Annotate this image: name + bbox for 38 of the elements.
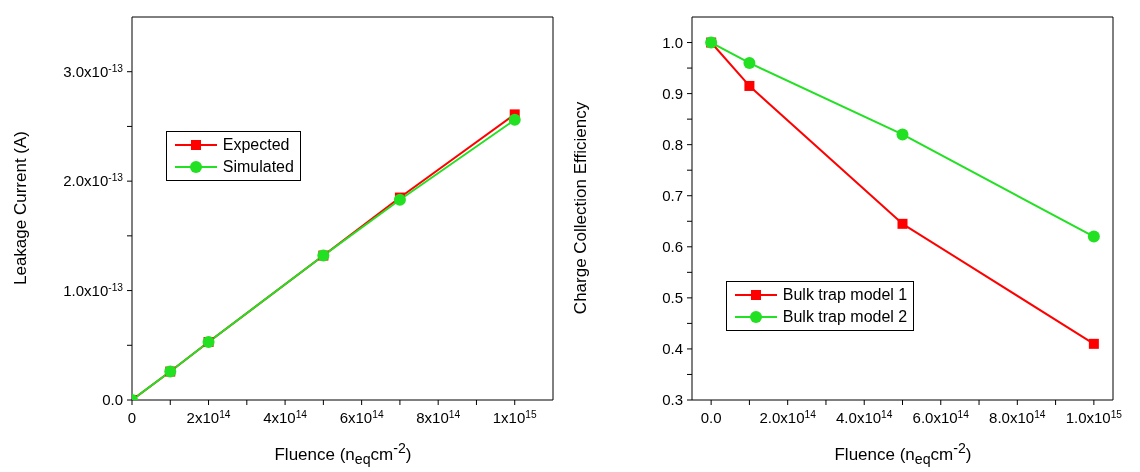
y-tick-label: 1.0x10$^{-13}$ [63, 281, 124, 299]
point [1088, 338, 1099, 349]
y-tick-label: 3.0x10$^{-13}$ [63, 62, 124, 80]
x-tick-label: 8x10$^{14}$ [416, 408, 461, 426]
x-axis-title: Fluence (n$_{eq}$cm$^{-2}$) [273, 440, 413, 468]
y-axis-title: Charge Collection Efficiency [571, 101, 591, 315]
y-tick-label: 0.8 [662, 135, 683, 153]
point [897, 218, 908, 229]
y-tick-label: 0.6 [662, 237, 683, 255]
legend-label: Bulk trap model 1 [782, 284, 908, 305]
x-tick-label: 0 [127, 409, 137, 426]
y-tick-label: 0.4 [662, 339, 683, 357]
point [896, 128, 909, 141]
y-tick-label: 2.0x10$^{-13}$ [63, 171, 124, 190]
x-tick-label: 0.0 [700, 409, 722, 426]
y-tick-label: 0.5 [662, 288, 683, 306]
x-tick-label: 8.0x10$^{14}$ [989, 408, 1046, 426]
legend-label: Expected [222, 135, 290, 156]
x-tick-label: 1x10$^{15}$ [492, 408, 537, 426]
x-tick-label: 1.0x10$^{15}$ [1065, 408, 1123, 426]
point [743, 56, 756, 69]
x-tick-label: 2.0x10$^{14}$ [759, 408, 817, 426]
y-axis-title: Leakage Current (A) [11, 130, 31, 286]
x-tick-label: 4.0x10$^{14}$ [836, 408, 893, 426]
legend-label: Simulated [222, 157, 294, 178]
x-tick-label: 6x10$^{14}$ [339, 408, 384, 426]
point [744, 80, 755, 91]
legend-label: Bulk trap model 2 [782, 306, 908, 327]
x-tick-label: 2x10$^{14}$ [186, 408, 231, 426]
y-tick-label: 1.0 [662, 33, 683, 51]
y-tick-label: 0.9 [662, 84, 683, 102]
x-tick-label: 4x10$^{14}$ [263, 408, 308, 426]
y-tick-label: 0.0 [102, 391, 123, 408]
point [1087, 230, 1100, 243]
x-tick-label: 6.0x10$^{14}$ [912, 408, 970, 426]
y-tick-label: 0.7 [662, 186, 683, 204]
x-axis-title: Fluence (n$_{eq}$cm$^{-2}$) [833, 440, 973, 468]
y-tick-label: 0.3 [662, 391, 683, 408]
